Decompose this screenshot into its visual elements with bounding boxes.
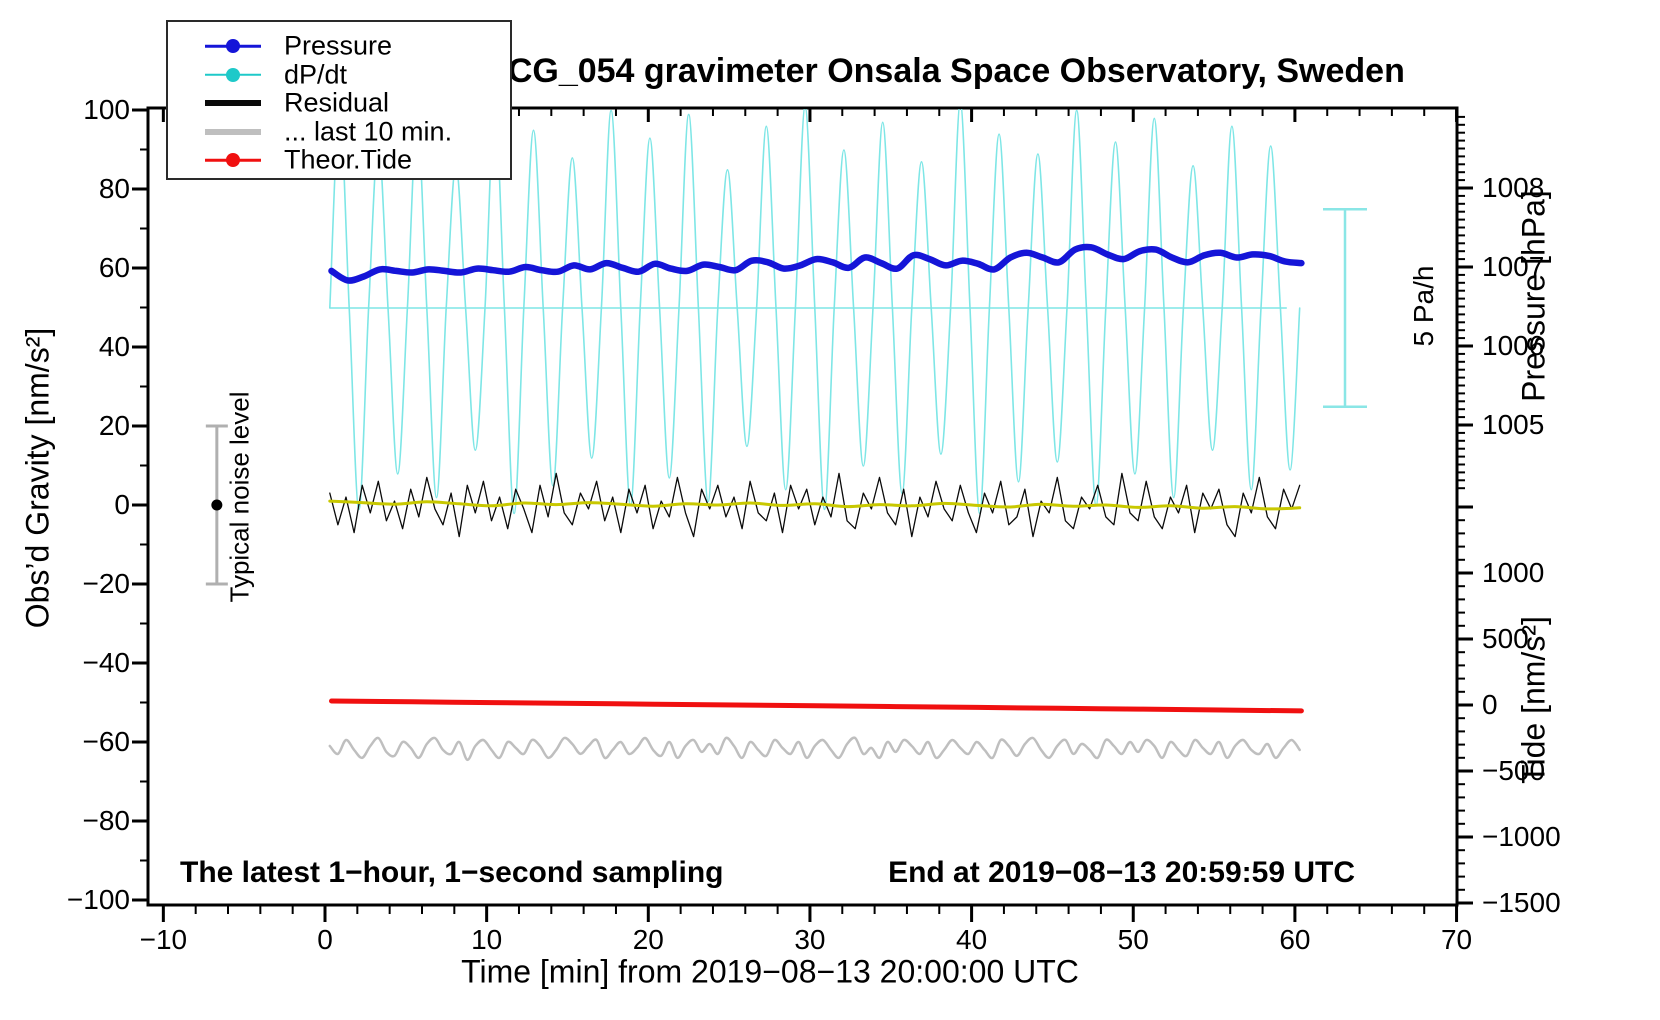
x-axis-tick-label: 50 [1117, 924, 1149, 955]
gravity-tick-label: 20 [98, 410, 130, 441]
residual-series [329, 472, 1301, 538]
gravity-tick-label: 80 [98, 173, 130, 204]
noise-level-label: Typical noise level [224, 391, 255, 603]
legend-marker-dot [226, 67, 240, 82]
legend-item-residual: Residual [168, 87, 510, 118]
x-axis-tick-label: 70 [1440, 924, 1473, 955]
pressure-series [328, 243, 1305, 284]
x-axis-tick-label: 0 [317, 924, 333, 955]
x-axis-tick-label: 60 [1279, 924, 1311, 955]
x-axis-tick-label: 20 [632, 924, 664, 955]
legend-item-dp-dt: dP/dt [168, 59, 510, 89]
x-axis-tick-label: 30 [794, 924, 826, 955]
x-axis-tick-label: 10 [471, 924, 503, 955]
pressure-tick-label: 1005 [1482, 409, 1545, 440]
pressure-tick-label: 1008 [1482, 172, 1545, 203]
gravity-tick-label: 60 [98, 252, 130, 283]
gravity-tick-label: −100 [66, 884, 130, 915]
tide-tick-label: 500 [1482, 623, 1529, 654]
last10-series [328, 736, 1301, 762]
tide-tick-label: −500 [1482, 755, 1546, 786]
legend-item-label: Pressure [284, 30, 393, 61]
tide-tick-label: 1000 [1482, 557, 1545, 588]
x-axis-tick-label: 40 [956, 924, 988, 955]
gravity-tick-label: −80 [82, 805, 131, 836]
plot-frame [146, 106, 1459, 907]
pressure-axis-title: Pressure [hPa] [1515, 190, 1552, 402]
noise-level-center-dot [211, 499, 223, 511]
gravity-tick-label: −20 [82, 568, 131, 599]
legend: Pressure dP/dt Residual... last 10 min. The… [166, 20, 512, 180]
y-left-axis-title: Obs’d Gravity [nm/s²] [19, 327, 56, 629]
legend-item-label: Residual [284, 87, 390, 118]
gravity-tick-label: 100 [83, 94, 130, 125]
legend-marker-dot [226, 153, 240, 167]
tide-tick-label: −1000 [1482, 821, 1561, 852]
legend-item-pressure: Pressure [168, 30, 510, 61]
x-axis-title: Time [min] from 2019−08−13 20:00:00 UTC [461, 953, 1079, 990]
gravity-tick-label: −40 [82, 647, 131, 678]
legend-item--last-10-min-: ... last 10 min. [168, 116, 510, 146]
gravity-tick-label: −60 [82, 726, 131, 757]
chart-title: SCG_054 gravimeter Onsala Space Observat… [485, 52, 1405, 90]
residual-smooth-series [328, 499, 1302, 511]
legend-item-label: dP/dt [284, 59, 348, 89]
pressure-scalebar-label: 5 Pa/h [1408, 265, 1439, 347]
legend-marker-dot [226, 39, 240, 53]
tide-tick-label: 0 [1482, 689, 1498, 720]
gravity-tick-label: 40 [98, 331, 130, 362]
sampling-note: The latest 1−hour, 1−second sampling [180, 856, 724, 889]
tide-tick-label: −1500 [1482, 887, 1561, 918]
tide-series [329, 698, 1304, 714]
end-time-note: End at 2019−08−13 20:59:59 UTC [888, 856, 1355, 889]
legend-item-label: ... last 10 min. [284, 116, 453, 146]
legend-item-label: Theor.Tide [284, 144, 413, 175]
pressure-tick-label: 1006 [1482, 330, 1545, 361]
pressure-tick-label: 1007 [1482, 251, 1545, 282]
gravity-tick-label: 0 [114, 489, 130, 520]
x-axis-tick-label: −10 [139, 924, 188, 955]
legend-item-theor-tide: Theor.Tide [168, 144, 510, 175]
